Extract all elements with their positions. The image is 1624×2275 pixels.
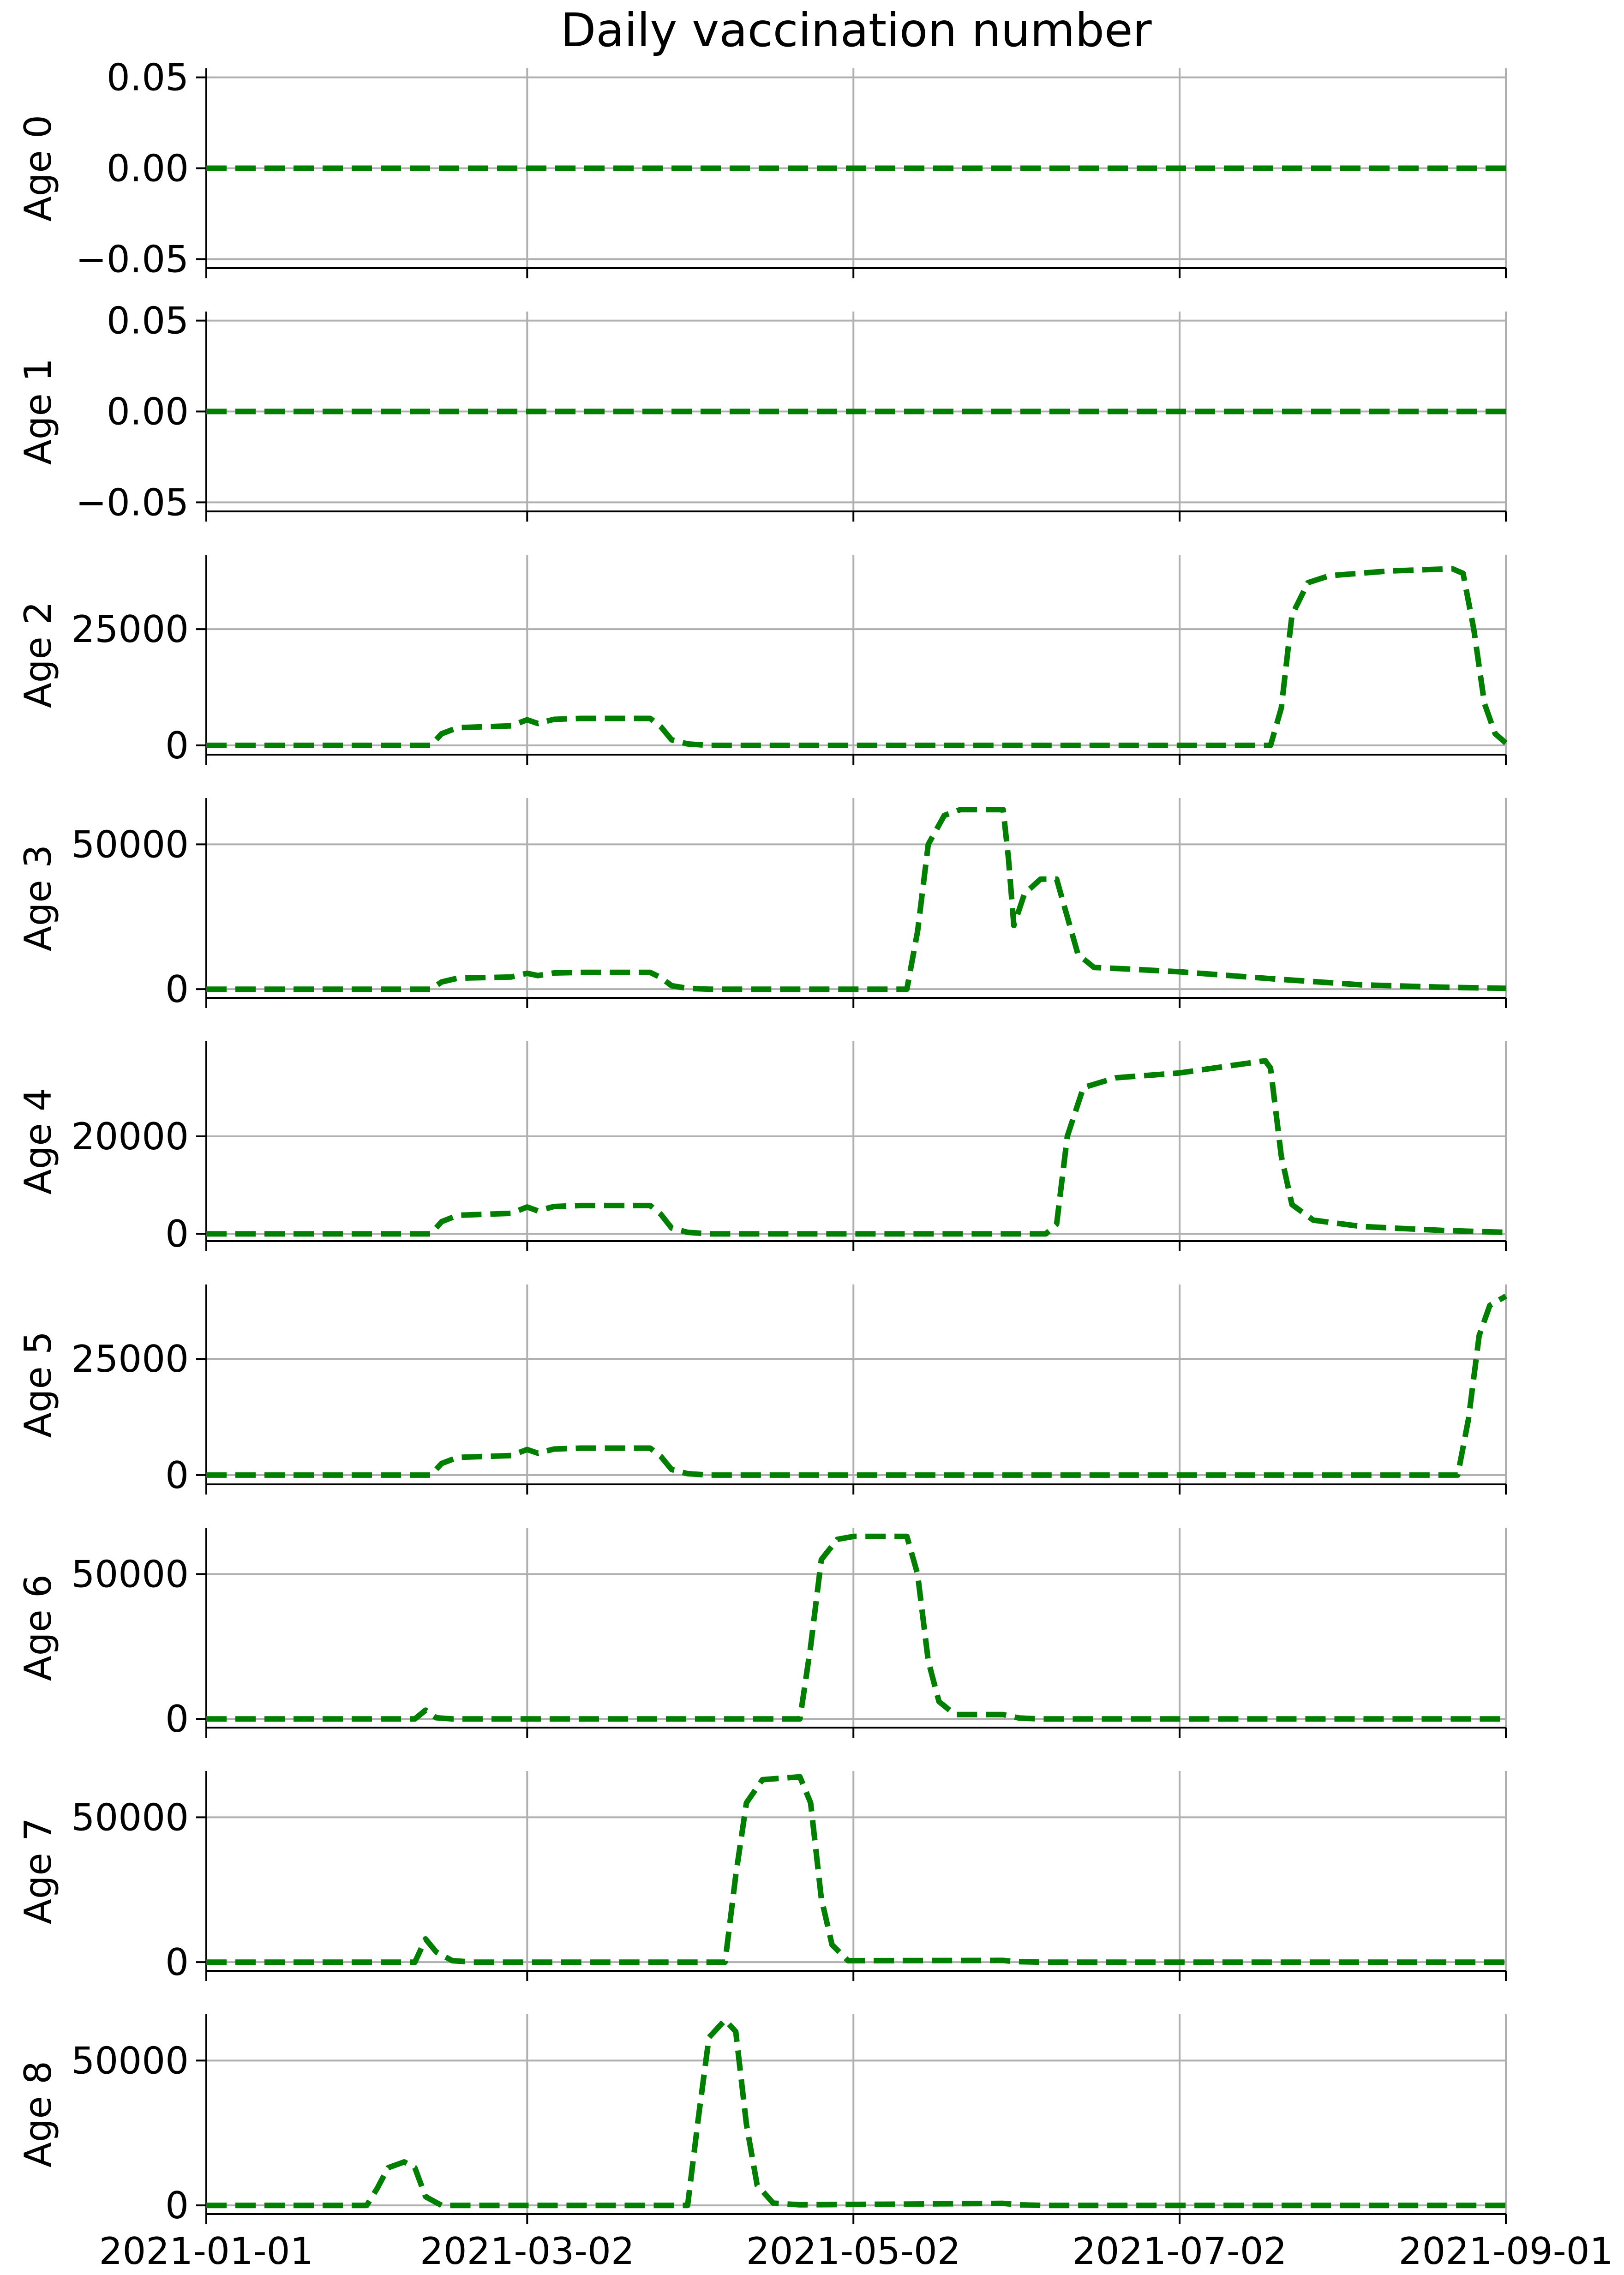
subplot-age-3: 0 50000 Age 3 xyxy=(17,798,1507,1011)
y-axis-label: Age 4 xyxy=(17,1088,60,1195)
y-axis-label: Age 0 xyxy=(17,115,60,222)
subplot-age-2: 0 25000 Age 2 xyxy=(17,555,1508,767)
y-tick-label: 0 xyxy=(165,724,189,767)
y-tick-label: 25000 xyxy=(72,608,189,651)
y-tick-label: 50000 xyxy=(72,2039,189,2082)
subplot-age-0: 0.05 0.00 −0.05 Age 0 xyxy=(17,56,1507,281)
y-tick-label: 50000 xyxy=(72,1553,189,1596)
y-tick-label: 0.00 xyxy=(107,147,189,190)
subplot-age-5: 0 25000 Age 5 xyxy=(17,1285,1508,1497)
y-tick-label: 25000 xyxy=(72,1338,189,1381)
y-tick-label: 0.05 xyxy=(107,56,189,99)
vaccination-line xyxy=(206,807,1506,992)
subplot-stack: 0.05 0.00 −0.05 Age 0 0.05 0.00 −0.05 Age 1 0 250… xyxy=(17,56,1613,2273)
subplot-age-7: 0 50000 Age 7 xyxy=(17,1771,1507,1984)
y-tick-label: 0 xyxy=(165,1454,189,1497)
y-tick-label: 0 xyxy=(165,2184,189,2227)
y-tick-label: 0.05 xyxy=(107,300,189,342)
x-tick-label: 2021-05-02 xyxy=(746,2230,961,2273)
x-tick-label: 2021-01-01 xyxy=(99,2230,314,2273)
x-tick-label: 2021-09-01 xyxy=(1399,2230,1613,2273)
y-tick-label: 0.00 xyxy=(107,390,189,433)
y-tick-label: 20000 xyxy=(72,1115,189,1158)
figure-title: Daily vaccination number xyxy=(560,3,1152,57)
vaccination-line xyxy=(206,1058,1506,1237)
subplot-age-4: 0 20000 Age 4 xyxy=(17,1041,1507,1255)
vaccination-line xyxy=(206,1533,1506,1722)
y-tick-label: −0.05 xyxy=(76,481,189,524)
vaccination-line xyxy=(206,566,1508,748)
y-axis-label: Age 7 xyxy=(17,1818,60,1924)
subplot-age-8: 0 50000 2021-01-01 2021-03-02 2021-05-02 2021… xyxy=(17,2014,1613,2273)
subplot-age-1: 0.05 0.00 −0.05 Age 1 xyxy=(17,300,1507,524)
x-tick-label: 2021-07-02 xyxy=(1073,2230,1287,2273)
y-axis-label: Age 1 xyxy=(17,358,60,465)
y-tick-label: 50000 xyxy=(72,1796,189,1839)
y-tick-label: 0 xyxy=(165,1698,189,1741)
y-axis-label: Age 5 xyxy=(17,1331,60,1438)
y-axis-label: Age 8 xyxy=(17,2061,60,2167)
y-tick-label: 50000 xyxy=(72,823,189,866)
y-tick-label: −0.05 xyxy=(76,238,189,281)
y-axis-label: Age 3 xyxy=(17,845,60,951)
vaccination-line xyxy=(206,1774,1506,1965)
y-axis-label: Age 6 xyxy=(17,1574,60,1681)
y-tick-label: 0 xyxy=(165,968,189,1011)
subplot-age-6: 0 50000 Age 6 xyxy=(17,1528,1507,1741)
y-tick-label: 0 xyxy=(165,1941,189,1984)
y-axis-label: Age 2 xyxy=(17,601,60,708)
vaccination-line xyxy=(206,2017,1506,2209)
y-tick-label: 0 xyxy=(165,1213,189,1255)
vaccination-line xyxy=(206,1294,1508,1478)
x-tick-label: 2021-03-02 xyxy=(420,2230,635,2273)
